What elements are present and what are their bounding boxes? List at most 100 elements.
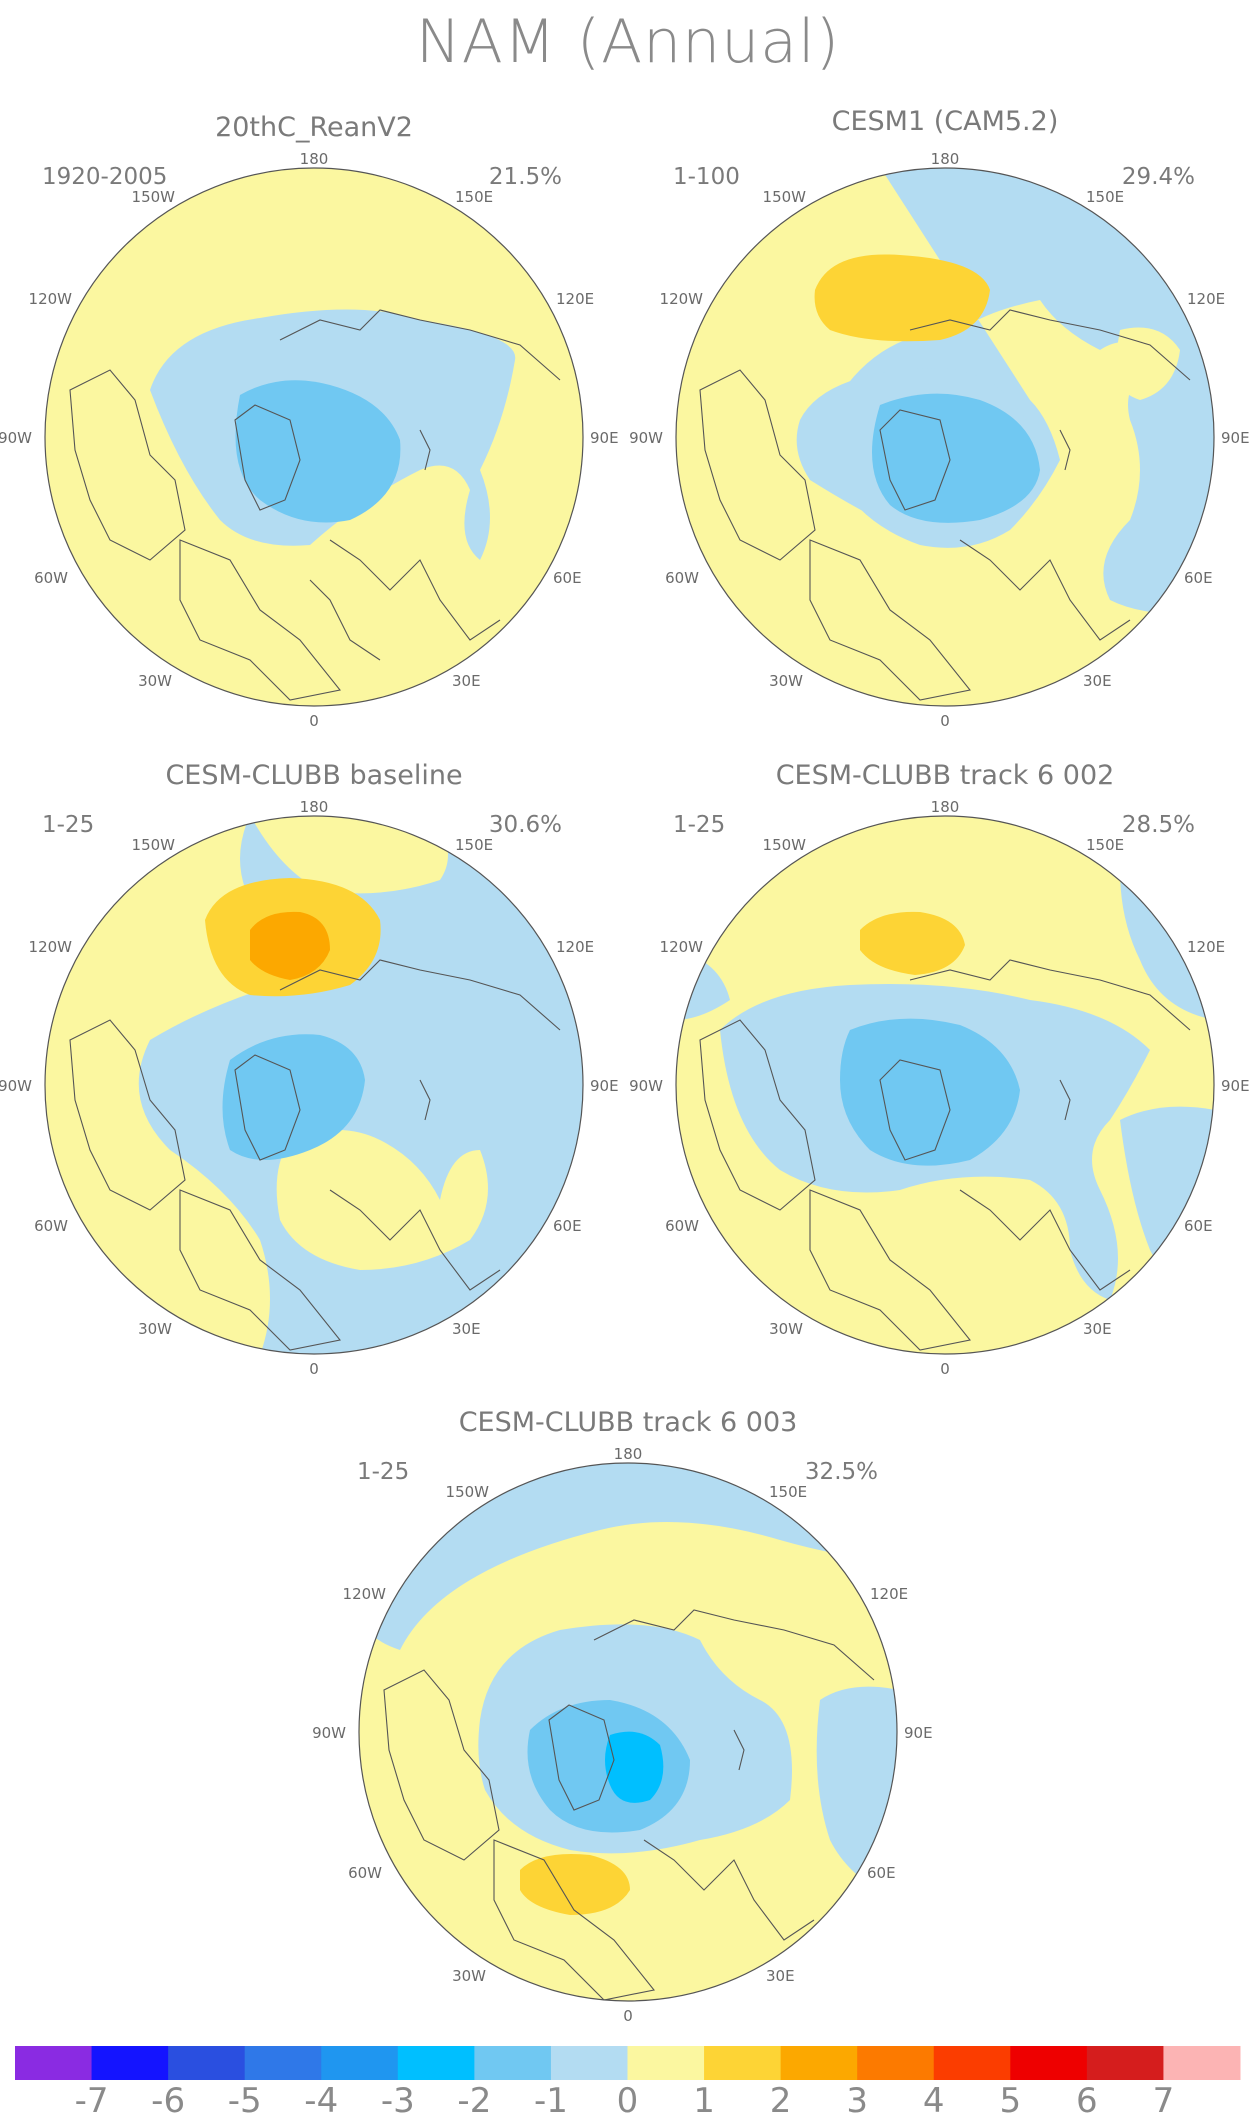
- lon-label-150e: 150E: [455, 836, 493, 854]
- lon-label-150e: 150E: [769, 1483, 807, 1501]
- map-boundary: [675, 815, 1215, 1355]
- lon-label-150w: 150W: [763, 188, 807, 206]
- coastlines: [699, 309, 1191, 701]
- lon-label-30w: 30W: [769, 672, 803, 690]
- colorbar-swatch: [550, 2046, 628, 2080]
- lon-label-90w: 90W: [312, 1724, 346, 1742]
- map-field: [676, 816, 1214, 1354]
- lon-label-120w: 120W: [660, 938, 704, 956]
- lon-label-60w: 60W: [665, 1217, 699, 1235]
- lon-label-120w: 120W: [343, 1585, 387, 1603]
- figure-title: NAM (Annual): [416, 7, 840, 77]
- panel-20thc-reanv2: 20thC_ReanV2 1920-2005 21.5% 180 150W 15…: [0, 112, 619, 730]
- panel-variance: 29.4%: [1122, 164, 1195, 190]
- coastlines: [69, 959, 561, 1351]
- panel-title: CESM-CLUBB track 6 003: [459, 1407, 798, 1438]
- colorbar-swatch: [704, 2046, 782, 2080]
- lon-label-30w: 30W: [452, 1967, 486, 1985]
- panel-variance: 28.5%: [1122, 812, 1195, 838]
- colorbar-label: -5: [228, 2081, 262, 2118]
- colorbar-swatch: [780, 2046, 858, 2080]
- colorbar-label: -1: [534, 2081, 568, 2118]
- panel-period: 1920-2005: [42, 164, 167, 190]
- coastlines: [69, 309, 561, 701]
- colorbar-swatch: [474, 2046, 552, 2080]
- colorbar-label: -2: [457, 2081, 491, 2118]
- colorbar-label: 2: [770, 2081, 792, 2118]
- panel-period: 1-25: [42, 812, 94, 838]
- panel-variance: 32.5%: [805, 1459, 878, 1485]
- lon-labels: 180 150W 150E 120W 120E 90W 90E 60W 60E …: [629, 150, 1250, 730]
- lon-label-0: 0: [309, 1360, 319, 1378]
- lon-label-30e: 30E: [452, 1320, 481, 1338]
- lon-label-60e: 60E: [553, 1217, 582, 1235]
- lon-label-120w: 120W: [29, 290, 73, 308]
- lon-label-180: 180: [614, 1445, 643, 1463]
- colorbar-label: 4: [923, 2081, 945, 2118]
- lon-labels: 180 150W 150E 120W 120E 90W 90E 60W 60E …: [0, 150, 619, 730]
- coastlines: [699, 959, 1191, 1351]
- lon-label-90w: 90W: [629, 429, 663, 447]
- map-field: [359, 1463, 897, 2001]
- colorbar-label: 6: [1076, 2081, 1098, 2118]
- panel-title: CESM1 (CAM5.2): [832, 106, 1059, 137]
- lon-label-150w: 150W: [763, 836, 807, 854]
- colorbar-label: 7: [1153, 2081, 1175, 2118]
- lon-label-90e: 90E: [590, 1077, 619, 1095]
- map-boundary: [358, 1462, 898, 2002]
- panel-variance: 21.5%: [489, 164, 562, 190]
- lon-label-0: 0: [309, 712, 319, 730]
- lon-label-30e: 30E: [452, 672, 481, 690]
- panel-cesm1-cam52: CESM1 (CAM5.2) 1-100 29.4% 180 150W 150E…: [629, 106, 1250, 730]
- lon-label-150w: 150W: [446, 1483, 490, 1501]
- panel-cesm-clubb-baseline: CESM-CLUBB baseline 1-25 30.6% 180 150W …: [0, 760, 619, 1378]
- colorbar-label: 1: [693, 2081, 715, 2118]
- panel-title: CESM-CLUBB track 6 002: [776, 760, 1115, 791]
- lon-label-30e: 30E: [1083, 672, 1112, 690]
- colorbar-swatch: [857, 2046, 935, 2080]
- colorbar-swatch: [933, 2046, 1011, 2080]
- lon-labels: 180 150W 150E 120W 120E 90W 90E 60W 60E …: [312, 1445, 933, 2025]
- lon-label-60e: 60E: [1184, 569, 1213, 587]
- panel-cesm-clubb-track6-002: CESM-CLUBB track 6 002 1-25 28.5% 180 15…: [629, 760, 1250, 1378]
- panel-period: 1-25: [673, 812, 725, 838]
- lon-label-90e: 90E: [1221, 1077, 1250, 1095]
- map-field: [45, 816, 583, 1354]
- lon-label-60w: 60W: [34, 1217, 68, 1235]
- lon-label-30e: 30E: [1083, 1320, 1112, 1338]
- lon-label-60e: 60E: [553, 569, 582, 587]
- panel-variance: 30.6%: [489, 812, 562, 838]
- lon-label-60w: 60W: [665, 569, 699, 587]
- lon-label-90e: 90E: [1221, 429, 1250, 447]
- lon-label-120e: 120E: [556, 938, 594, 956]
- lon-label-180: 180: [300, 798, 329, 816]
- lon-label-90e: 90E: [590, 429, 619, 447]
- colorbar-swatch: [397, 2046, 475, 2080]
- map-boundary: [44, 815, 584, 1355]
- colorbar-label: -3: [381, 2081, 415, 2118]
- colorbar-swatch: [321, 2046, 399, 2080]
- lon-label-90w: 90W: [629, 1077, 663, 1095]
- lon-label-60w: 60W: [34, 569, 68, 587]
- lon-label-30w: 30W: [138, 672, 172, 690]
- panel-title: 20thC_ReanV2: [215, 112, 413, 143]
- coastlines: [383, 1609, 875, 2001]
- colorbar-swatch: [91, 2046, 169, 2080]
- lon-label-120e: 120E: [1187, 938, 1225, 956]
- lon-label-150e: 150E: [455, 188, 493, 206]
- lon-label-30w: 30W: [769, 1320, 803, 1338]
- map-boundary: [675, 167, 1215, 707]
- colorbar: -7 -6 -5 -4 -3 -2 -1 0 1 2 3 4 5 6 7: [15, 2046, 1241, 2118]
- lon-label-90w: 90W: [0, 1077, 32, 1095]
- colorbar-label: 0: [617, 2081, 639, 2118]
- lon-label-30w: 30W: [138, 1320, 172, 1338]
- lon-label-150e: 150E: [1086, 836, 1124, 854]
- lon-label-180: 180: [931, 150, 960, 168]
- colorbar-label: -4: [304, 2081, 338, 2118]
- lon-label-60e: 60E: [1184, 1217, 1213, 1235]
- lon-label-90e: 90E: [904, 1724, 933, 1742]
- lon-label-180: 180: [300, 150, 329, 168]
- lon-label-150w: 150W: [132, 836, 176, 854]
- lon-label-180: 180: [931, 798, 960, 816]
